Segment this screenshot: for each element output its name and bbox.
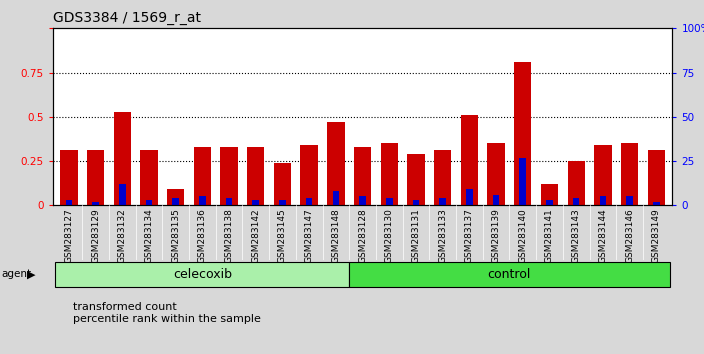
- Text: percentile rank within the sample: percentile rank within the sample: [73, 314, 260, 324]
- Bar: [247, 147, 265, 205]
- Bar: [194, 147, 211, 205]
- Text: GSM283139: GSM283139: [491, 208, 501, 263]
- Text: ▶: ▶: [27, 269, 35, 279]
- Text: GSM283145: GSM283145: [278, 208, 287, 263]
- Bar: [627, 196, 633, 205]
- Bar: [279, 200, 286, 205]
- Text: GSM283135: GSM283135: [171, 208, 180, 263]
- Text: GSM283148: GSM283148: [332, 208, 340, 263]
- Bar: [172, 198, 179, 205]
- Text: GSM283137: GSM283137: [465, 208, 474, 263]
- Text: GSM283144: GSM283144: [598, 208, 608, 263]
- Text: GSM283132: GSM283132: [118, 208, 127, 263]
- Bar: [648, 150, 665, 205]
- Text: GSM283134: GSM283134: [144, 208, 153, 263]
- Text: control: control: [488, 268, 531, 281]
- Text: GSM283130: GSM283130: [385, 208, 394, 263]
- Bar: [460, 115, 478, 205]
- Bar: [439, 198, 446, 205]
- Bar: [87, 150, 104, 205]
- Bar: [413, 200, 420, 205]
- Bar: [567, 161, 585, 205]
- Bar: [408, 154, 425, 205]
- Text: GSM283131: GSM283131: [411, 208, 420, 263]
- Bar: [119, 184, 125, 205]
- Bar: [65, 200, 72, 205]
- Text: GSM283127: GSM283127: [64, 208, 73, 263]
- Bar: [226, 198, 232, 205]
- Text: GSM283129: GSM283129: [91, 208, 100, 263]
- Bar: [381, 143, 398, 205]
- Bar: [600, 196, 606, 205]
- Bar: [327, 122, 344, 205]
- Text: GSM283138: GSM283138: [225, 208, 234, 263]
- Text: celecoxib: celecoxib: [173, 268, 232, 281]
- Bar: [359, 196, 366, 205]
- Bar: [466, 189, 472, 205]
- Text: GSM283147: GSM283147: [305, 208, 314, 263]
- Text: GSM283143: GSM283143: [572, 208, 581, 263]
- Text: GSM283133: GSM283133: [438, 208, 447, 263]
- Bar: [349, 262, 670, 287]
- Bar: [546, 200, 553, 205]
- Bar: [573, 198, 579, 205]
- Text: GSM283140: GSM283140: [518, 208, 527, 263]
- Bar: [199, 196, 206, 205]
- Bar: [220, 147, 238, 205]
- Bar: [306, 198, 313, 205]
- Bar: [520, 158, 526, 205]
- Bar: [332, 191, 339, 205]
- Bar: [434, 150, 451, 205]
- Bar: [146, 200, 152, 205]
- Bar: [60, 150, 77, 205]
- Bar: [301, 145, 318, 205]
- Text: GSM283128: GSM283128: [358, 208, 367, 263]
- Text: agent: agent: [1, 269, 32, 279]
- Bar: [621, 143, 639, 205]
- Bar: [541, 184, 558, 205]
- Text: GSM283141: GSM283141: [545, 208, 554, 263]
- Bar: [274, 163, 291, 205]
- Bar: [140, 150, 158, 205]
- Bar: [386, 198, 393, 205]
- Text: GSM283136: GSM283136: [198, 208, 207, 263]
- Bar: [92, 202, 99, 205]
- Text: GSM283149: GSM283149: [652, 208, 661, 263]
- Bar: [167, 189, 184, 205]
- Bar: [354, 147, 371, 205]
- Text: GSM283142: GSM283142: [251, 208, 260, 263]
- Text: transformed count: transformed count: [73, 302, 176, 312]
- Bar: [493, 195, 499, 205]
- Bar: [514, 62, 532, 205]
- Bar: [653, 202, 660, 205]
- Bar: [253, 200, 259, 205]
- Bar: [113, 112, 131, 205]
- Bar: [487, 143, 505, 205]
- Bar: [594, 145, 612, 205]
- Text: GDS3384 / 1569_r_at: GDS3384 / 1569_r_at: [53, 11, 201, 25]
- Bar: [56, 262, 349, 287]
- Text: GSM283146: GSM283146: [625, 208, 634, 263]
